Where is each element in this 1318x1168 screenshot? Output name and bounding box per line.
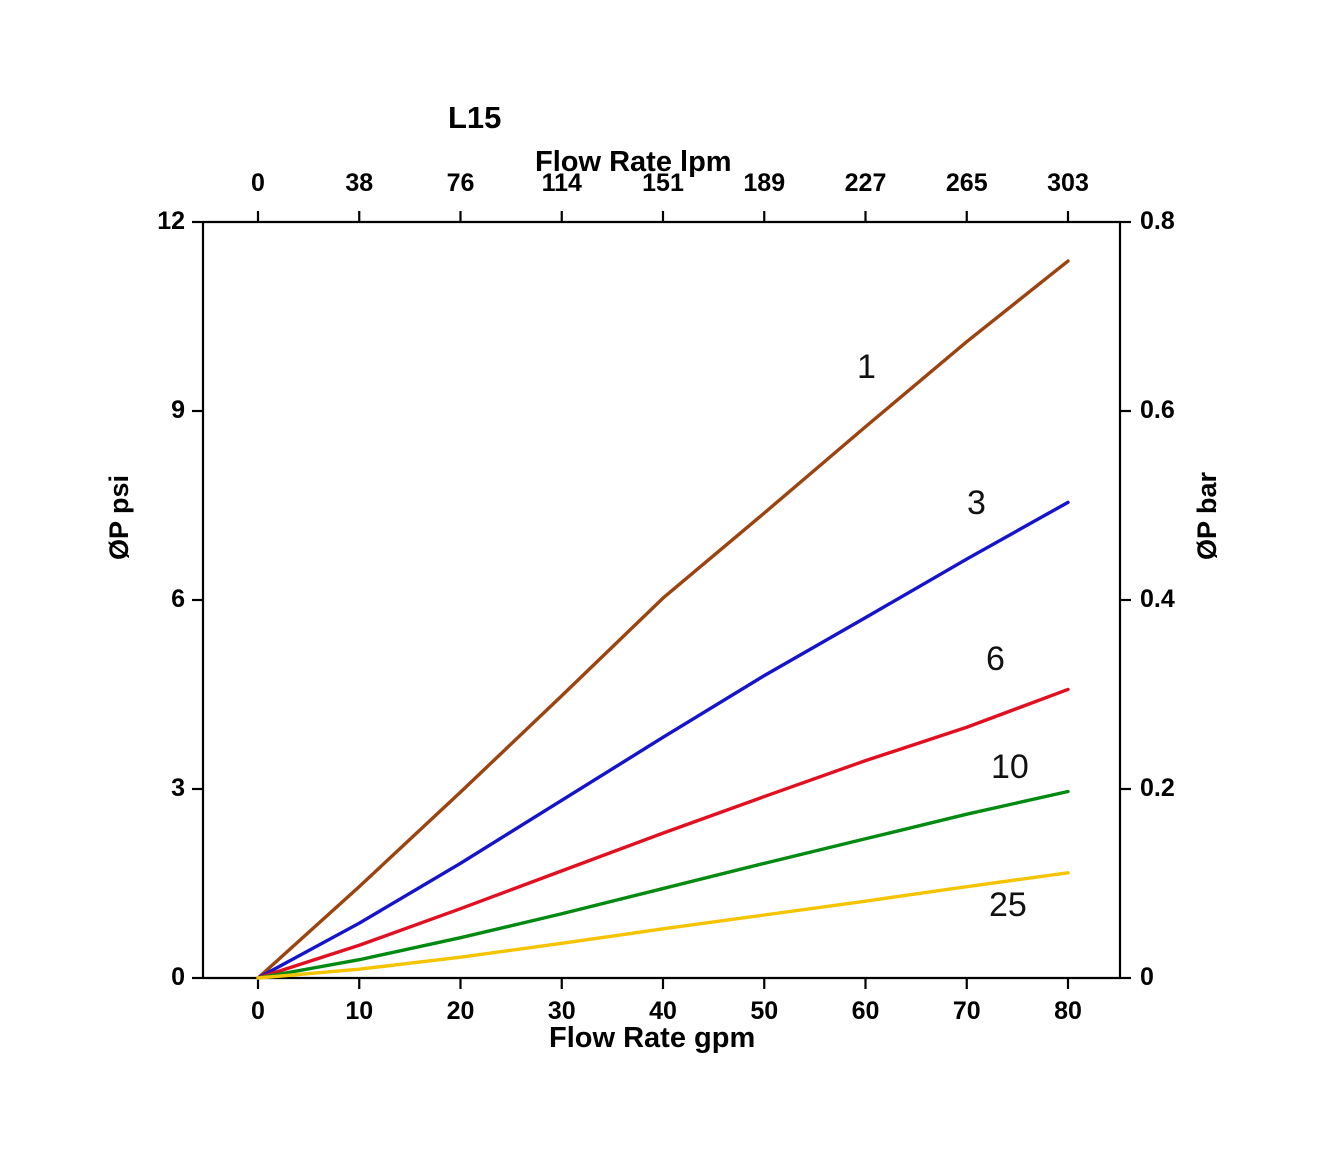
curve-series-3	[256, 500, 1070, 980]
tick-label-bottom-8: 80	[1054, 997, 1082, 1025]
tick-label-bottom-3: 30	[547, 997, 576, 1025]
curve-label-3: 3	[967, 484, 986, 522]
tick-label-bottom-5: 50	[750, 997, 779, 1025]
tick-label-left-3: 9	[171, 396, 185, 424]
tick-label-top-8: 303	[1047, 169, 1089, 197]
tick-label-bottom-4: 40	[649, 997, 677, 1025]
tick-label-top-2: 76	[446, 169, 475, 197]
tick-label-top-0: 0	[251, 169, 265, 197]
curve-label-10: 10	[991, 748, 1029, 786]
tick-label-right-1: 0.2	[1140, 774, 1175, 802]
tick-label-bottom-7: 70	[952, 997, 981, 1025]
top-axis-title: Flow Rate lpm	[535, 146, 732, 178]
tick-label-bottom-1: 10	[345, 997, 374, 1025]
tick-label-top-7: 265	[945, 169, 988, 197]
tick-label-bottom-0: 0	[251, 997, 265, 1025]
tick-label-right-4: 0.8	[1140, 207, 1175, 235]
curve-series-25	[256, 871, 1070, 980]
curve-series-6	[256, 687, 1070, 980]
tick-label-right-2: 0.4	[1140, 585, 1175, 613]
tick-label-top-5: 189	[743, 169, 786, 197]
tick-label-left-2: 6	[171, 585, 185, 613]
tick-label-bottom-2: 20	[446, 997, 475, 1025]
tick-label-top-3: 114	[541, 169, 582, 197]
data-curves	[256, 259, 1070, 980]
tick-label-right-0: 0	[1140, 963, 1154, 991]
tick-label-right-3: 0.6	[1140, 396, 1175, 424]
curve-series-1	[256, 259, 1070, 980]
tick-label-top-4: 151	[642, 169, 684, 197]
series-title: L15	[448, 100, 502, 135]
curve-label-6: 6	[986, 640, 1005, 678]
tick-label-top-1: 38	[345, 169, 374, 197]
axis-tick-marks	[192, 211, 1131, 989]
curve-label-1: 1	[857, 348, 876, 386]
tick-label-left-1: 3	[171, 774, 185, 802]
curve-label-25: 25	[989, 886, 1027, 924]
tick-label-bottom-6: 60	[851, 997, 880, 1025]
tick-label-top-6: 227	[844, 169, 887, 197]
bottom-axis-title: Flow Rate gpm	[549, 1022, 756, 1054]
tick-label-left-0: 0	[171, 963, 185, 991]
curve-series-10	[256, 789, 1070, 980]
tick-label-left-4: 12	[157, 207, 185, 235]
